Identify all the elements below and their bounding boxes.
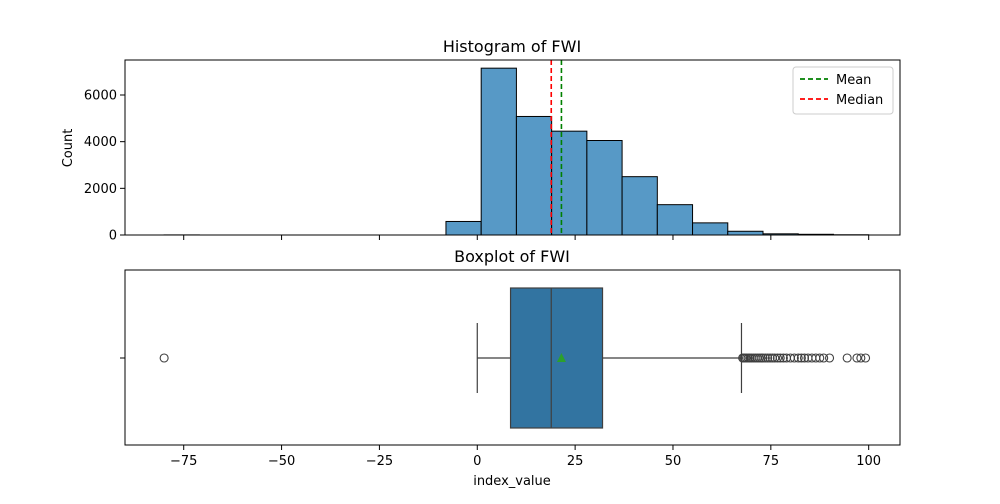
histogram-bar <box>728 231 763 235</box>
boxplot-xlabel: index_value <box>473 474 551 489</box>
legend: Mean Median <box>793 67 893 114</box>
histogram-bar <box>552 131 587 235</box>
y-tick-label: 2000 <box>84 182 117 197</box>
histogram-bar <box>516 116 551 235</box>
x-tick-label: 75 <box>763 454 780 469</box>
legend-median-label: Median <box>836 93 883 108</box>
iqr-box <box>511 288 603 428</box>
histogram-bar <box>481 68 516 235</box>
x-tick-label: 50 <box>665 454 682 469</box>
y-tick-label: 0 <box>109 229 117 244</box>
histogram-bar <box>587 141 622 236</box>
histogram-bar <box>693 223 728 235</box>
x-tick-label: 0 <box>473 454 481 469</box>
y-tick-label: 6000 <box>84 89 117 104</box>
histogram-ylabel: Count <box>61 129 76 168</box>
histogram-bar <box>446 221 481 235</box>
x-tick-label: −50 <box>268 454 295 469</box>
y-tick-label: 4000 <box>84 135 117 150</box>
x-tick-label: 25 <box>567 454 584 469</box>
histogram-bar <box>657 205 692 235</box>
boxplot-title: Boxplot of FWI <box>454 247 570 266</box>
histogram-bar <box>622 177 657 235</box>
legend-mean-label: Mean <box>836 73 871 88</box>
histogram-title: Histogram of FWI <box>443 37 581 56</box>
x-tick-label: −75 <box>170 454 197 469</box>
x-tick-label: 100 <box>856 454 881 469</box>
x-tick-label: −25 <box>366 454 393 469</box>
